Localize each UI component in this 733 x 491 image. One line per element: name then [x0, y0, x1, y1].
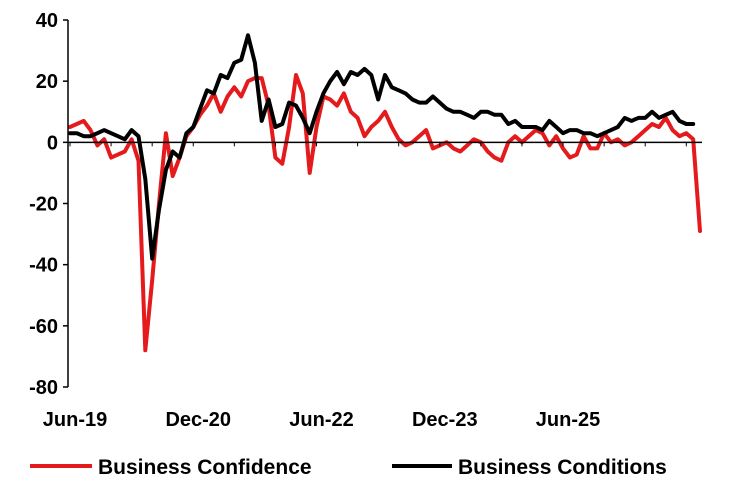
y-tick-label: -20: [29, 194, 58, 216]
y-tick-label: -40: [29, 255, 58, 277]
legend: Business Confidence Business Conditions: [30, 456, 667, 479]
y-tick-label: 40: [36, 10, 58, 32]
legend-label: Business Conditions: [458, 456, 667, 479]
y-tick-label: -80: [29, 377, 58, 399]
plot-lines: [68, 33, 702, 353]
x-tick-label: Jun-19: [43, 409, 107, 431]
y-tick-label: 20: [36, 71, 58, 93]
x-tick-labels: Jun-19 Dec-20 Jun-22 Dec-23 Jun-25: [43, 409, 601, 431]
legend-label: Business Confidence: [98, 456, 312, 479]
x-tick-label: Dec-20: [165, 409, 231, 431]
series-line-business-conditions: [68, 33, 696, 261]
legend-item-business-conditions: Business Conditions: [392, 456, 667, 479]
x-tick-label: Dec-23: [412, 409, 478, 431]
axes: [63, 19, 702, 388]
x-tick-label: Jun-25: [536, 409, 600, 431]
x-tick-label: Jun-22: [289, 409, 353, 431]
y-tick-label: -60: [29, 316, 58, 338]
y-tick-label: 0: [47, 132, 58, 154]
legend-item-business-confidence: Business Confidence: [30, 456, 312, 479]
y-tick-labels: 40 20 0 -20 -40 -60 -80: [29, 10, 58, 399]
series-line-business-confidence: [68, 73, 702, 353]
